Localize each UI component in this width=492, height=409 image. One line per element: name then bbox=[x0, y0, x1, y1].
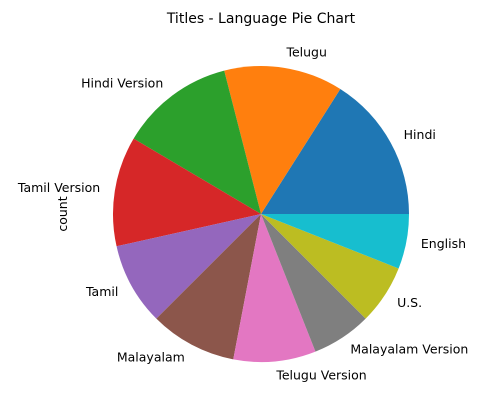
slice-label-telugu: Telugu bbox=[285, 45, 326, 60]
pie-slice-malayalam-version bbox=[261, 214, 366, 352]
pie-slice-u-s bbox=[261, 214, 399, 319]
slice-label-hindi-version: Hindi Version bbox=[81, 75, 163, 90]
y-axis-label: count bbox=[55, 196, 70, 231]
pie-slice-tamil bbox=[116, 214, 261, 319]
pie-slice-hindi-version bbox=[133, 70, 261, 214]
slice-label-tamil-version: Tamil Version bbox=[17, 180, 100, 195]
slice-label-u-s: U.S. bbox=[397, 295, 422, 310]
pie-labels: Hindi Telugu Hindi Version Tamil Version Tam… bbox=[17, 45, 468, 383]
slice-label-english: English bbox=[421, 236, 466, 251]
pie-slice-telugu bbox=[224, 65, 341, 214]
pie-slice-english bbox=[261, 214, 409, 269]
pie-slice-tamil-version bbox=[112, 138, 261, 247]
slice-label-malayalam-version: Malayalam Version bbox=[350, 342, 468, 357]
chart-title: Titles - Language Pie Chart bbox=[166, 11, 356, 27]
pie-slice-telugu-version bbox=[233, 214, 316, 363]
slice-label-malayalam: Malayalam bbox=[117, 349, 185, 364]
pie-slice-hindi bbox=[261, 89, 409, 214]
pie-slices bbox=[112, 65, 409, 363]
slice-label-telugu-version: Telugu Version bbox=[275, 368, 366, 383]
slice-label-tamil: Tamil bbox=[85, 284, 118, 299]
pie-slice-malayalam bbox=[156, 214, 261, 360]
slice-label-hindi: Hindi bbox=[404, 127, 436, 142]
